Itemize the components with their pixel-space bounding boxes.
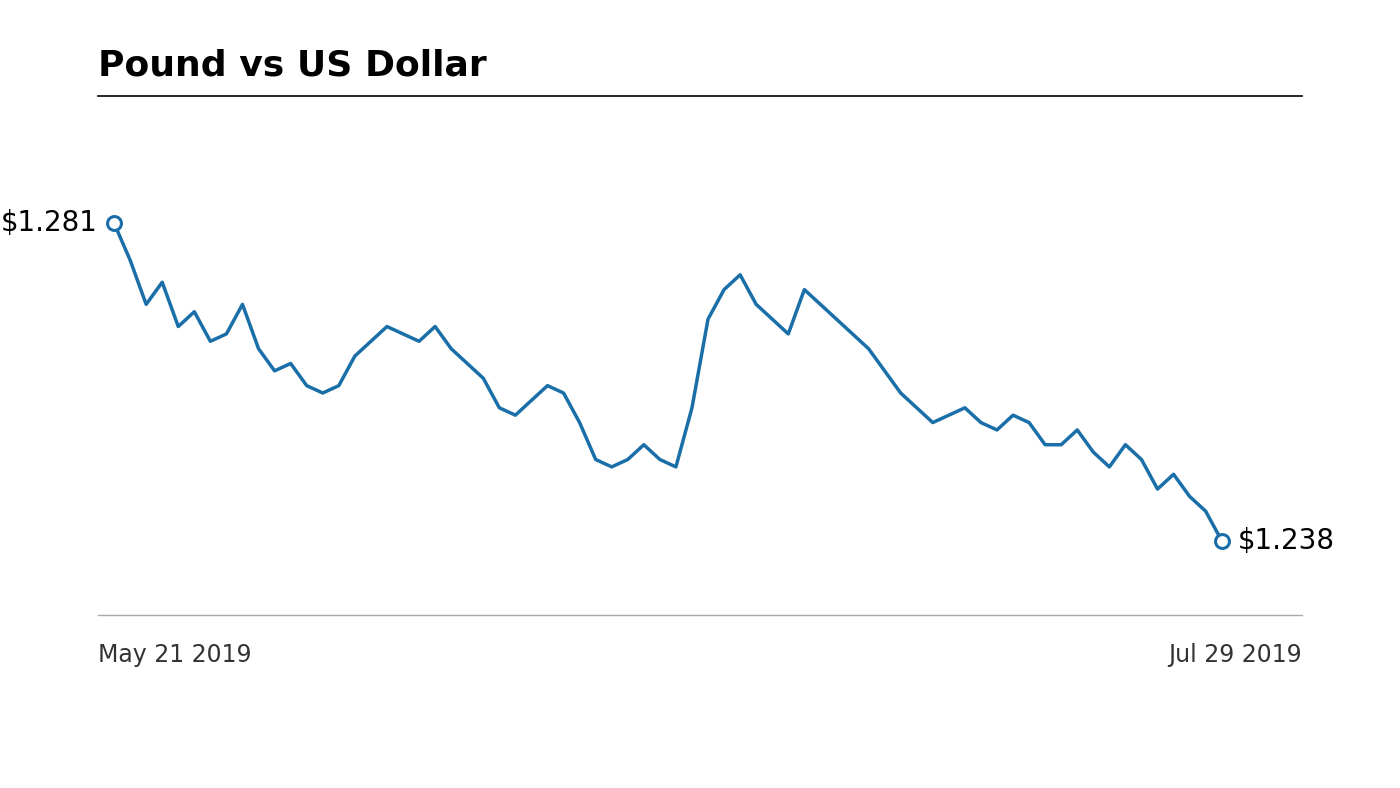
Text: $1.238: $1.238	[1238, 526, 1334, 555]
Text: Pound vs US Dollar: Pound vs US Dollar	[98, 49, 487, 83]
Text: $1.281: $1.281	[1, 209, 98, 237]
Text: May 21 2019: May 21 2019	[98, 643, 252, 667]
Text: Jul 29 2019: Jul 29 2019	[1169, 643, 1302, 667]
